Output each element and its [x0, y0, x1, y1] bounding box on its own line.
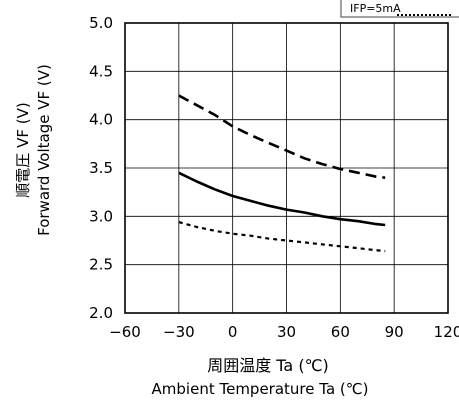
x-tick-label: −60	[109, 323, 141, 341]
x-tick-label: 0	[228, 323, 238, 341]
y-tick-label: 4.0	[89, 111, 113, 129]
series-line-dashed	[178, 94, 386, 179]
y-axis-label-en: Forward Voltage VF (V)	[35, 64, 53, 236]
y-axis-label-jp: 順電圧 VF (V)	[14, 102, 32, 197]
x-axis-label-jp: 周囲温度 Ta (℃)	[207, 356, 329, 375]
y-tick-labels: 5.0 4.5 4.0 3.5 3.0 2.5 2.0	[89, 14, 113, 322]
x-tick-label: 30	[277, 323, 296, 341]
legend: IFP=5mA	[340, 0, 459, 18]
legend-box	[340, 0, 459, 18]
y-tick-label: 3.0	[89, 207, 113, 225]
y-tick-label: 3.5	[89, 159, 113, 177]
x-tick-labels: −60 −30 0 30 60 90 120	[109, 323, 459, 341]
x-tick-label: 60	[331, 323, 350, 341]
x-axis-label-en: Ambient Temperature Ta (℃)	[152, 380, 369, 398]
series-layer	[178, 94, 386, 253]
series-line-solid	[178, 171, 386, 227]
series-line-dotted	[178, 221, 386, 253]
y-tick-label: 2.5	[89, 256, 113, 274]
legend-label: IFP=5mA	[350, 2, 401, 15]
x-tick-label: −30	[163, 323, 195, 341]
y-tick-label: 4.5	[89, 62, 113, 80]
y-tick-label: 5.0	[89, 14, 113, 32]
grid-lines	[125, 23, 448, 313]
y-tick-label: 2.0	[89, 304, 113, 322]
plot-frame	[124, 22, 449, 314]
x-tick-label: 90	[385, 323, 404, 341]
x-tick-label: 120	[434, 323, 459, 341]
